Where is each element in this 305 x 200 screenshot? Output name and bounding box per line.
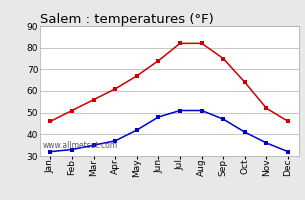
Text: www.allmetsat.com: www.allmetsat.com (42, 140, 117, 150)
Text: Salem : temperatures (°F): Salem : temperatures (°F) (40, 13, 214, 26)
